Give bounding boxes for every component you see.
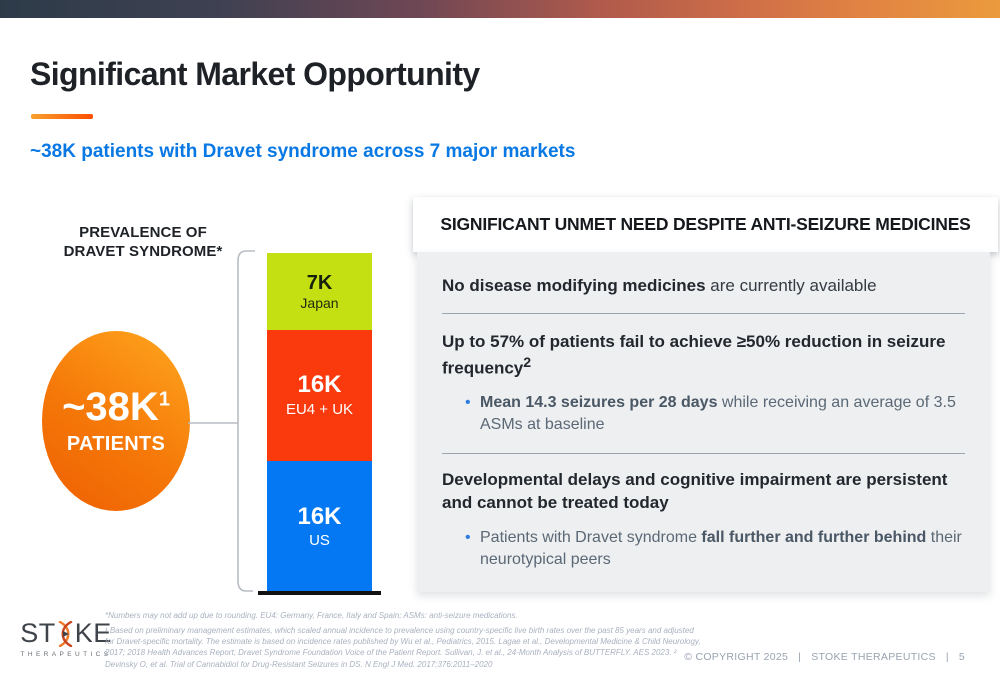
footnote-asterisk: *Numbers may not add up due to rounding.… [105, 611, 518, 620]
separator: | [945, 651, 949, 663]
copyright-text: © COPYRIGHT 2025 [684, 651, 789, 663]
panel-item-seizure-reduction: Up to 57% of patients fail to achieve ≥5… [442, 330, 965, 380]
bullet3-rest-text: their neurotypical peers [480, 528, 962, 569]
stoke-logo: ST KE THERAPEUTICS [18, 618, 114, 658]
unmet-need-header: SIGNIFICANT UNMET NEED DESPITE ANTI-SEIZ… [413, 197, 998, 252]
page-number: 5 [958, 651, 965, 663]
segment-category-label: US [309, 532, 330, 550]
patients-total-value: ~38K1 [62, 387, 170, 427]
footnote-marker-1: 1 [158, 388, 170, 411]
copyright-line: © COPYRIGHT 2025 | STOKE THERAPEUTICS | … [684, 651, 965, 663]
bar-segment-us: 16K US [267, 460, 372, 592]
bracket-connector [188, 250, 255, 592]
bullet3-bold-text: fall further and further behind [701, 528, 927, 546]
prevalence-heading: PREVALENCE OF DRAVET SYNDROME* [36, 224, 250, 262]
patients-total-label: PATIENTS [66, 432, 166, 455]
bullet2-bold-text: Mean 14.3 seizures per 28 days [480, 394, 718, 412]
bullet-marker: • [465, 394, 471, 412]
bullet-text: Mean 14.3 seizures per 28 days while rec… [480, 392, 965, 437]
patients-total-circle: ~38K1 PATIENTS [42, 331, 190, 511]
logo-therapeutics-text: THERAPEUTICS [20, 651, 112, 658]
item2-heading-text: Up to 57% of patients fail to achieve ≥5… [442, 332, 946, 378]
bullet2-rest-text: while receiving an average of 3.5 ASMs a… [480, 394, 956, 434]
logo-ke-text: KE [74, 618, 112, 648]
bullet-text: Patients with Dravet syndrome fall furth… [480, 527, 965, 572]
bullet-item-mean-seizures: • Mean 14.3 seizures per 28 days while r… [442, 392, 965, 437]
footnote-references: ¹ Based on preliminary management estima… [105, 626, 701, 669]
bullet3-pre-text: Patients with Dravet syndrome [480, 528, 702, 546]
separator: | [798, 651, 802, 663]
segment-value-label: 7K [306, 271, 333, 294]
slide-subtitle: ~38K patients with Dravet syndrome acros… [30, 141, 576, 162]
prevalence-heading-line2: DRAVET SYNDROME* [63, 242, 223, 260]
title-accent-bar [31, 114, 93, 119]
stoke-helix-icon [58, 620, 72, 647]
patients-total-number: ~38K [62, 384, 159, 429]
section-divider [442, 313, 965, 315]
unmet-need-panel: No disease modifying medicines are curre… [417, 252, 990, 592]
bar-segment-eu4-uk: 16K EU4 + UK [267, 329, 372, 461]
stoke-logo-wordmark: ST KE [18, 618, 114, 649]
company-name: STOKE THERAPEUTICS [811, 651, 936, 663]
top-gradient-bar [0, 0, 1000, 18]
segment-value-label: 16K [297, 371, 342, 399]
segment-value-label: 16K [297, 502, 342, 530]
item1-bold-text: No disease modifying medicines [442, 276, 706, 295]
item1-rest-text: are currently available [705, 276, 877, 295]
stacked-bar-chart: 7K Japan 16K EU4 + UK 16K US [267, 253, 372, 592]
page-title: Significant Market Opportunity [30, 56, 480, 92]
bar-baseline [258, 591, 381, 595]
logo-st-text: ST [20, 618, 56, 648]
footnote-marker-2: 2 [523, 354, 532, 371]
bar-segment-japan: 7K Japan [267, 253, 372, 330]
bullet-item-fall-behind: • Patients with Dravet syndrome fall fur… [442, 527, 965, 572]
panel-item-no-modifying-medicines: No disease modifying medicines are curre… [442, 274, 965, 297]
segment-category-label: Japan [300, 294, 339, 311]
segment-category-label: EU4 + UK [285, 400, 354, 418]
panel-item-developmental-delays: Developmental delays and cognitive impai… [442, 469, 948, 513]
section-divider [442, 452, 965, 454]
bullet-marker: • [465, 528, 471, 546]
prevalence-heading-line1: PREVALENCE OF [79, 224, 207, 241]
